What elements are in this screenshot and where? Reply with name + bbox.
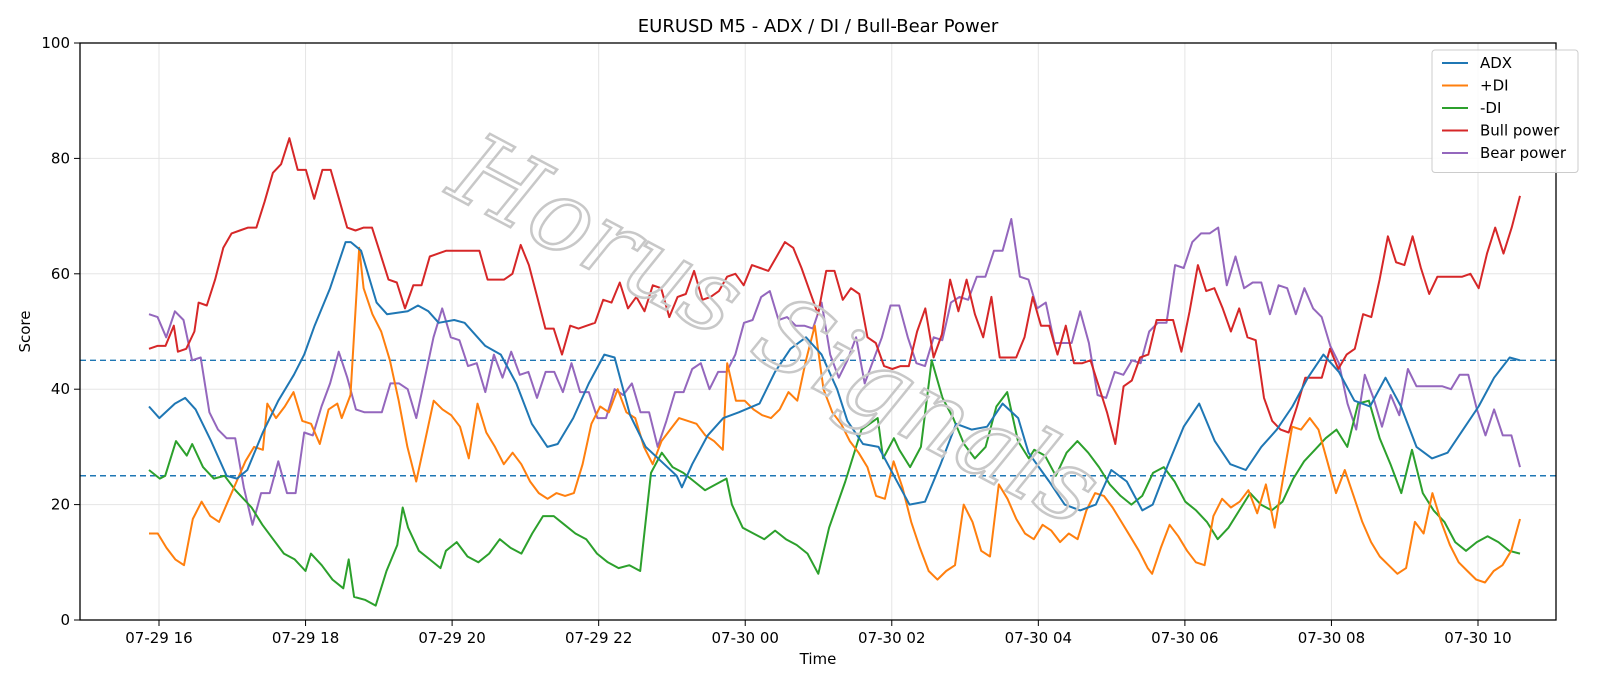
chart-title: EURUSD M5 - ADX / DI / Bull-Bear Power [638, 16, 999, 37]
series-line-bull-power [148, 137, 1521, 445]
y-axis-label: Score [16, 310, 34, 352]
legend-label: +DI [1480, 77, 1509, 95]
x-tick-label: 07-30 06 [1151, 629, 1218, 647]
y-tick-label: 0 [60, 611, 70, 629]
legend-label: -DI [1480, 99, 1501, 117]
y-axis-ticks: 0 20 40 60 80 100 [41, 34, 80, 629]
x-tick-label: 07-30 08 [1298, 629, 1365, 647]
legend-label: Bear power [1480, 144, 1567, 162]
x-tick-label: 07-29 20 [418, 629, 485, 647]
y-tick-label: 80 [51, 149, 70, 167]
legend-label: ADX [1480, 54, 1512, 72]
x-tick-label: 07-30 10 [1444, 629, 1511, 647]
x-tick-label: 07-29 18 [272, 629, 339, 647]
x-axis-ticks: 07-29 16 07-29 18 07-29 20 07-29 22 07-30 00… [125, 620, 1512, 647]
legend: ADX +DI -DI Bull power Bear power [1431, 49, 1579, 173]
series-line-di [148, 359, 1521, 607]
legend-label: Bull power [1480, 122, 1560, 140]
watermark-text: Horus Signals [432, 109, 1120, 549]
legend-box [1431, 49, 1579, 173]
series-lines [148, 137, 1521, 607]
plot-area [79, 42, 1557, 621]
series-line-bear-power [148, 218, 1521, 526]
x-tick-label: 07-30 00 [711, 629, 778, 647]
x-tick-label: 07-30 02 [858, 629, 925, 647]
y-tick-label: 20 [51, 496, 70, 514]
y-tick-label: 100 [41, 34, 70, 52]
series-line-adx [148, 241, 1521, 512]
watermark: Horus Signals [430, 108, 1120, 550]
series-line-di [149, 246, 1521, 584]
reference-lines [80, 359, 1556, 477]
y-tick-label: 40 [51, 380, 70, 398]
y-tick-label: 60 [51, 265, 70, 283]
x-tick-label: 07-29 22 [565, 629, 632, 647]
x-tick-label: 07-29 16 [125, 629, 192, 647]
x-tick-label: 07-30 04 [1005, 629, 1072, 647]
x-axis-label: Time [799, 650, 837, 668]
